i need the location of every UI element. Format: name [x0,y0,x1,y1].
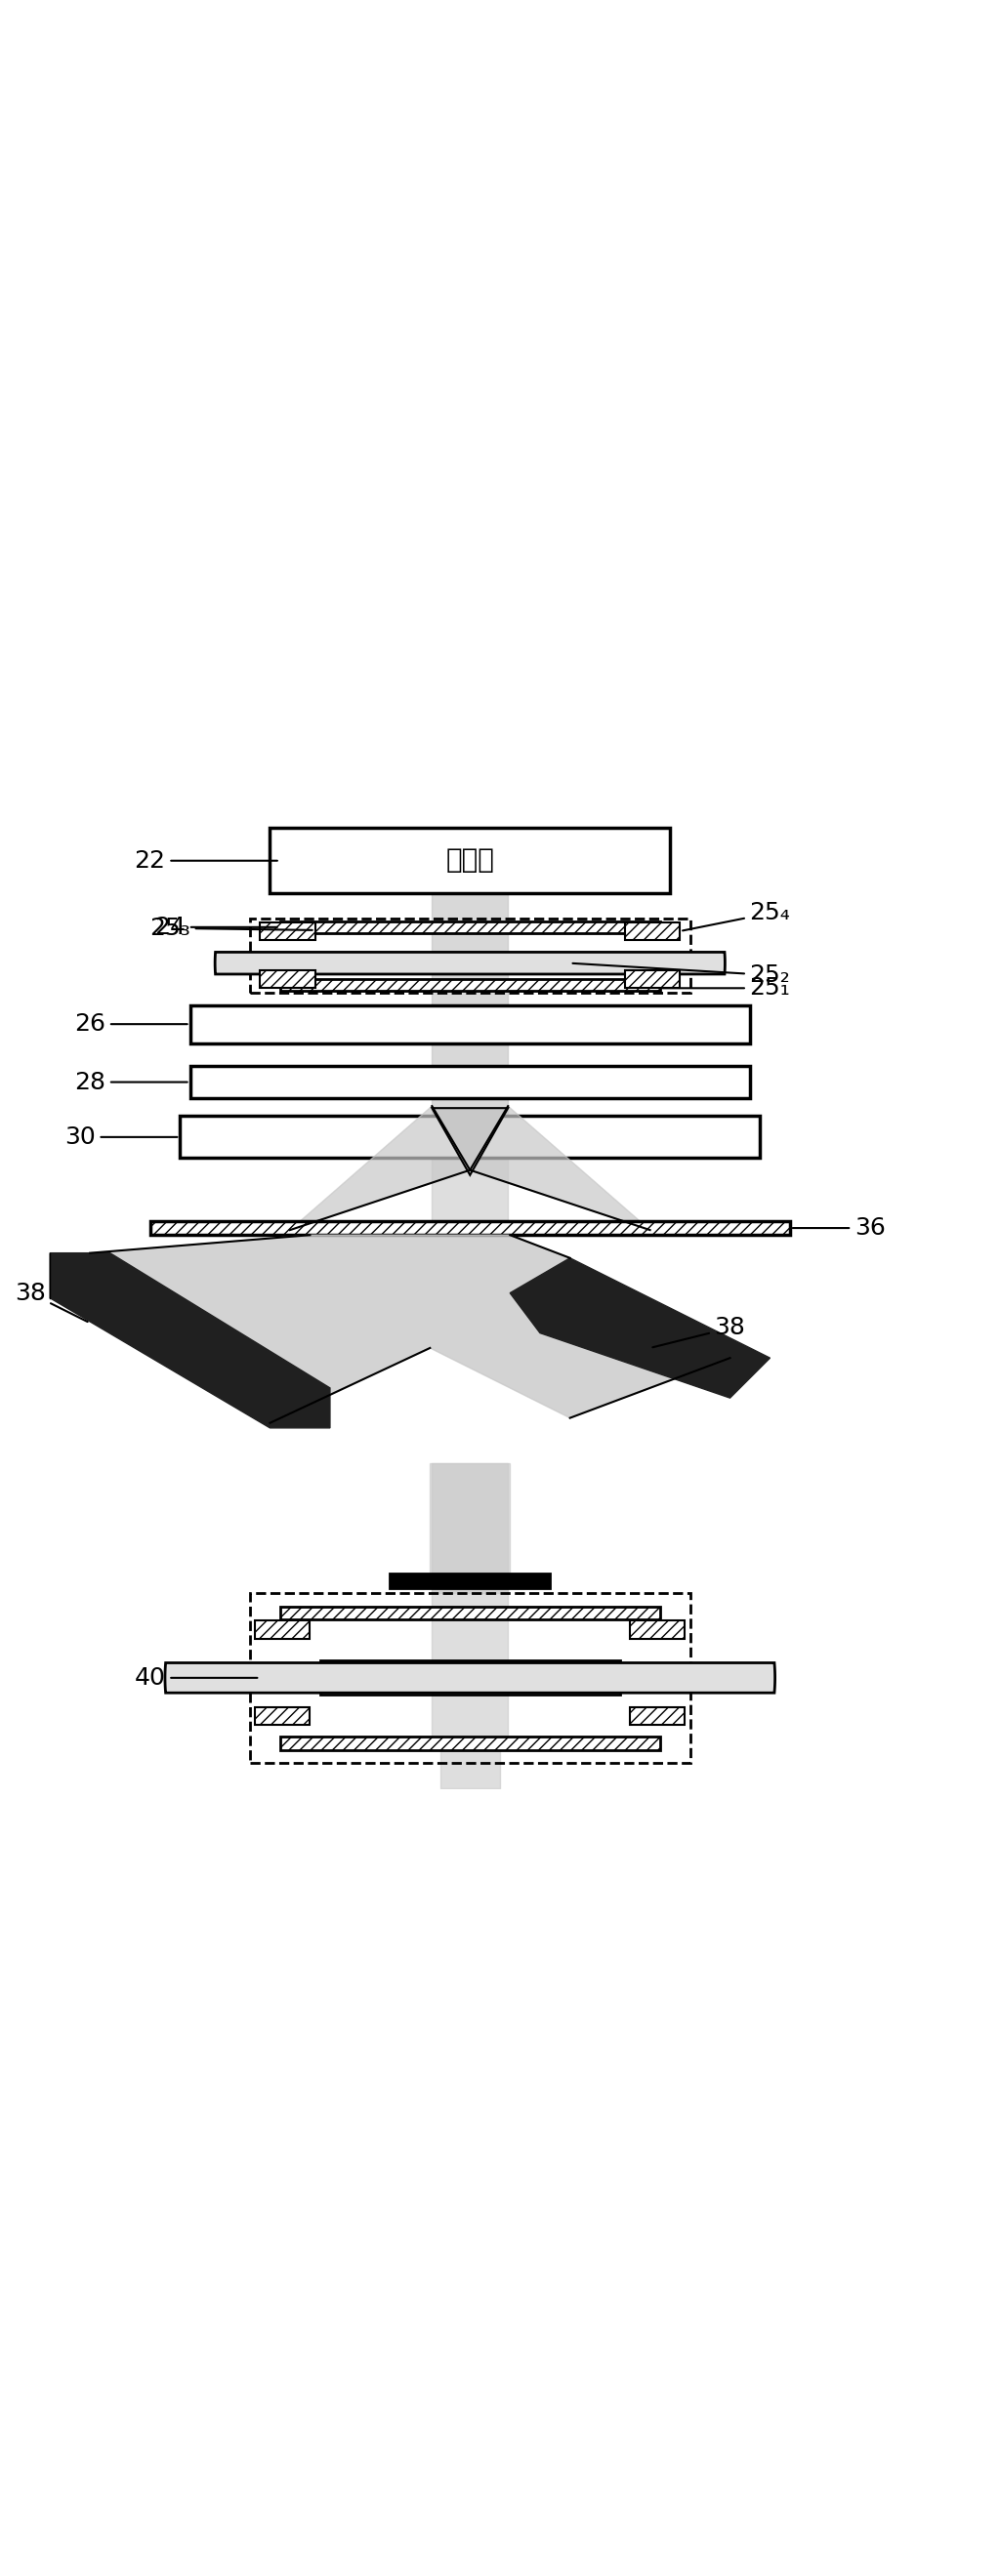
Bar [255,1620,310,1638]
Text: 25₁: 25₁ [663,976,790,999]
Text: 40: 40 [134,1667,257,1690]
Bar [280,1736,660,1749]
Bar [260,971,315,989]
Bar [255,1708,310,1726]
Bar [625,922,680,940]
Polygon shape [432,1108,508,1175]
Polygon shape [510,1257,770,1399]
Text: 25₃: 25₃ [150,917,312,940]
Bar [150,1221,790,1234]
Text: 26: 26 [74,1012,187,1036]
Polygon shape [290,1105,470,1229]
Text: 38: 38 [653,1316,746,1347]
Text: 30: 30 [64,1126,177,1149]
Bar [320,1662,620,1695]
Bar [630,1708,685,1726]
Polygon shape [215,953,725,974]
Bar [390,1574,550,1587]
Bar [625,971,680,989]
Bar [260,922,315,940]
Bar [630,1620,685,1638]
Bar [250,1592,690,1762]
Polygon shape [50,1252,330,1427]
Bar [250,917,690,994]
Polygon shape [50,1234,730,1422]
Bar [190,1066,750,1097]
Bar [180,1115,760,1159]
Text: 25₄: 25₄ [683,902,790,930]
Text: 24: 24 [154,914,277,938]
Polygon shape [430,1463,510,1574]
Bar [190,1005,750,1043]
Bar [280,1607,660,1620]
Polygon shape [165,1664,775,1692]
Text: 22: 22 [134,850,277,873]
Text: 36: 36 [793,1216,886,1239]
Bar [280,922,660,933]
Bar [270,829,670,894]
Text: 28: 28 [74,1072,187,1095]
Text: 白光源: 白光源 [446,848,494,873]
Text: 38: 38 [14,1280,88,1321]
Bar [280,979,660,992]
Text: 25₂: 25₂ [573,963,790,987]
Polygon shape [470,1105,650,1229]
